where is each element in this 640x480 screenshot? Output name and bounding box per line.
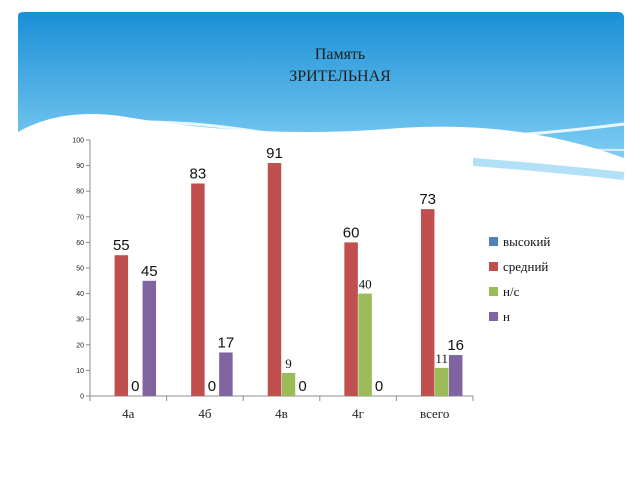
bars	[114, 163, 463, 396]
y-tick-label: 70	[76, 214, 84, 221]
data-label: 55	[113, 237, 130, 254]
bar	[434, 367, 449, 396]
bar	[358, 293, 372, 396]
data-label: 83	[190, 166, 207, 183]
data-label: 0	[375, 378, 383, 395]
y-tick-label: 0	[80, 394, 84, 401]
title-line-1: Память	[314, 46, 366, 63]
y-tick-label: 60	[76, 240, 84, 247]
title-line-2: ЗРИТЕЛЬНАЯ	[289, 68, 391, 85]
bar	[281, 372, 296, 396]
y-tick-label: 10	[76, 368, 84, 375]
data-label: 17	[218, 334, 235, 351]
legend-swatch	[489, 262, 498, 271]
data-label: 91	[266, 145, 283, 162]
bar	[420, 209, 435, 396]
y-tick-label: 100	[72, 138, 84, 145]
data-label: 0	[208, 378, 216, 395]
x-tick-label: 4б	[198, 406, 212, 421]
data-label: 60	[343, 224, 360, 241]
y-tick-label: 80	[76, 189, 84, 196]
data-label: 11	[435, 351, 448, 366]
data-label: 45	[141, 263, 158, 280]
y-tick-label: 30	[76, 317, 84, 324]
banner-wave-1	[17, 120, 625, 141]
y-tick-label: 20	[76, 342, 84, 349]
legend-label: н/с	[503, 284, 520, 299]
legend: высокий средний н/с н	[489, 234, 550, 324]
y-tick-label: 50	[76, 266, 84, 273]
slide-title: Память ЗРИТЕЛЬНАЯ	[170, 44, 510, 88]
legend-swatch	[489, 312, 498, 321]
y-tick-label: 90	[76, 163, 84, 170]
legend-label: высокий	[503, 234, 550, 249]
legend-label: н	[503, 309, 510, 324]
x-tick-label: всего	[420, 406, 449, 421]
x-tick-label: 4в	[275, 406, 288, 421]
x-tick-label: 4г	[352, 406, 364, 421]
data-label: 0	[131, 378, 139, 395]
bar	[219, 352, 233, 396]
legend-label: средний	[503, 259, 548, 274]
bar	[114, 255, 129, 396]
data-label: 16	[447, 337, 464, 354]
data-label: 9	[285, 356, 292, 371]
bar	[142, 280, 157, 396]
data-label: 0	[298, 378, 306, 395]
legend-swatch	[489, 237, 498, 246]
bar	[191, 183, 205, 396]
legend-swatch	[489, 287, 498, 296]
bar	[267, 163, 282, 396]
data-label: 73	[419, 191, 436, 208]
bar	[448, 355, 463, 396]
y-tick-label: 40	[76, 291, 84, 298]
data-label: 40	[359, 277, 372, 292]
bar	[344, 242, 358, 396]
x-tick-label: 4а	[122, 406, 135, 421]
